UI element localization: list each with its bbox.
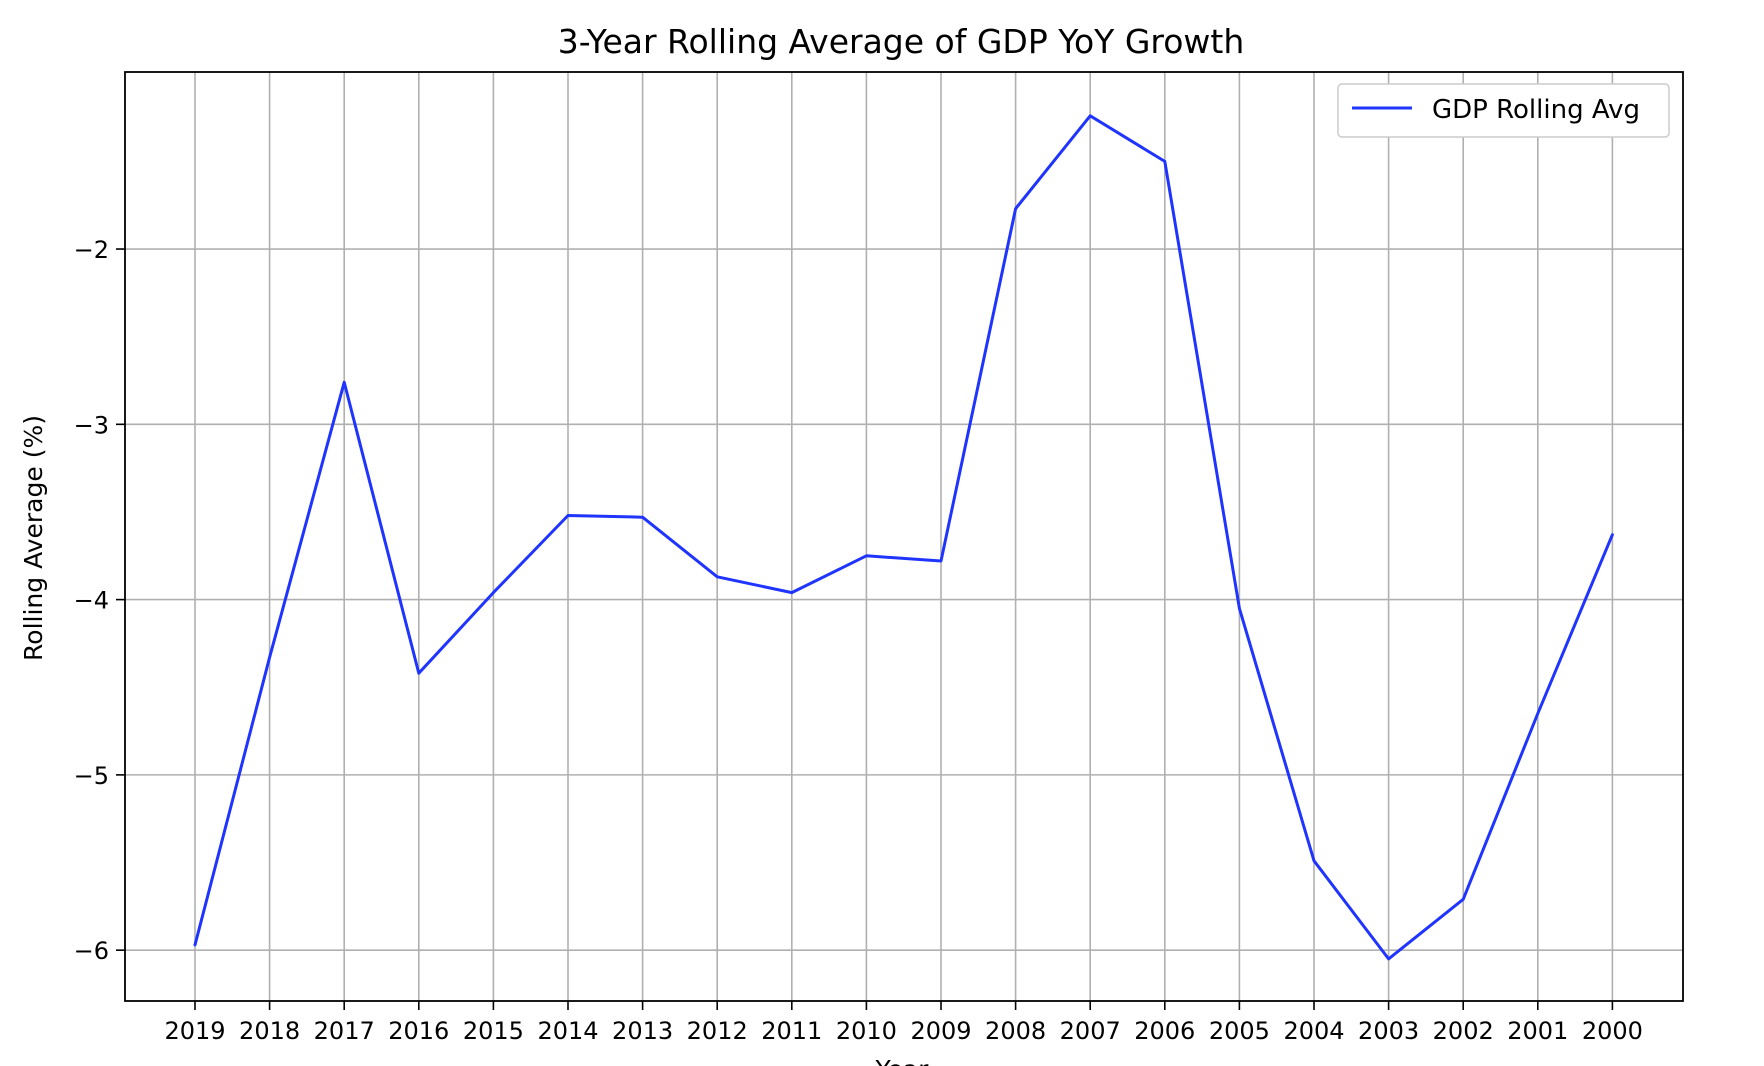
- x-gridlines: [194, 72, 1614, 1001]
- series-layer: [193, 114, 1614, 961]
- y-axis: −2 −3 −4 −5 −6: [74, 236, 125, 965]
- x-tick-label: 2019: [164, 1017, 225, 1045]
- y-axis-label: Rolling Average (%): [19, 415, 48, 661]
- chart-title: 3-Year Rolling Average of GDP YoY Growth: [558, 22, 1245, 61]
- x-tick-label: 2005: [1209, 1017, 1270, 1045]
- x-tick-label: 2012: [687, 1017, 748, 1045]
- x-tick-label: 2007: [1060, 1017, 1121, 1045]
- x-tick-label: 2016: [388, 1017, 449, 1045]
- x-tick-label: 2000: [1582, 1017, 1643, 1045]
- y-tick-label: −6: [74, 937, 109, 965]
- x-tick-label: 2011: [761, 1017, 822, 1045]
- plot-area-frame: [124, 71, 1684, 1002]
- x-tick-label: 2015: [463, 1017, 524, 1045]
- x-tick-label: 2017: [314, 1017, 375, 1045]
- x-tick-label: 2002: [1433, 1017, 1494, 1045]
- series-line: [193, 114, 1614, 961]
- y-tick-label: −5: [74, 762, 109, 790]
- x-tick-label: 2003: [1358, 1017, 1419, 1045]
- x-tick-label: 2018: [239, 1017, 300, 1045]
- y-tick-label: −2: [74, 236, 109, 264]
- y-tick-label: −3: [74, 411, 109, 439]
- x-tick-label: 2010: [836, 1017, 897, 1045]
- legend: GDP Rolling Avg: [1337, 83, 1670, 138]
- x-axis-label: Year: [875, 1055, 930, 1066]
- x-tick-label: 2009: [910, 1017, 971, 1045]
- y-gridlines: [125, 248, 1683, 951]
- x-tick-label: 2001: [1507, 1017, 1568, 1045]
- x-tick-label: 2004: [1283, 1017, 1344, 1045]
- x-tick-label: 2013: [612, 1017, 673, 1045]
- x-tick-label: 2006: [1134, 1017, 1195, 1045]
- x-tick-label: 2008: [985, 1017, 1046, 1045]
- x-axis: 2019 2018 2017 2016 2015 2014 2013 2012 2011 2010…: [164, 1001, 1643, 1045]
- x-tick-label: 2014: [537, 1017, 598, 1045]
- legend-box: [1337, 83, 1670, 138]
- legend-entry: GDP Rolling Avg: [1432, 95, 1640, 125]
- y-tick-label: −4: [74, 587, 109, 615]
